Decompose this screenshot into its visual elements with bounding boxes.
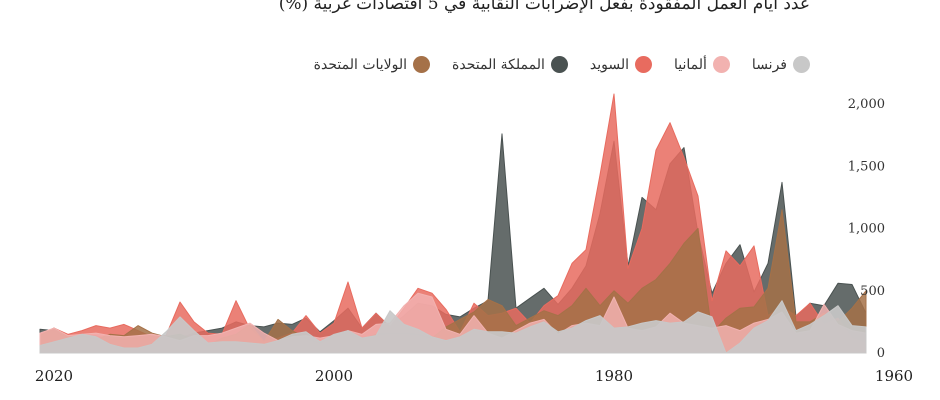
y-tick-label: 1,500	[848, 159, 885, 174]
x-tick-label: 2020	[35, 367, 73, 385]
series-areas	[39, 93, 867, 354]
legend-label-germany: ألمانيا	[674, 56, 707, 73]
legend-item-france[interactable]: فرنسا	[752, 56, 810, 73]
y-tick-label: 500	[860, 284, 885, 299]
legend-item-germany[interactable]: ألمانيا	[674, 56, 730, 73]
legend-label-france: فرنسا	[751, 56, 787, 73]
legend-swatch-sweden	[635, 56, 653, 73]
y-tick-label: 1,000	[848, 222, 885, 237]
x-tick-label: 1980	[595, 367, 633, 385]
legend-label-sweden: السويد	[589, 56, 630, 73]
legend-swatch-uk	[550, 56, 568, 73]
legend: فرنسا ألمانيا السويد المملكة المتحدة الو…	[314, 56, 810, 73]
legend-item-sweden[interactable]: السويد	[589, 56, 653, 73]
legend-item-uk[interactable]: المملكة المتحدة	[452, 56, 568, 73]
y-axis-ticks: 0 500 1,000 1,500 2,000	[848, 97, 885, 361]
legend-label-uk: المملكة المتحدة	[452, 56, 545, 73]
legend-label-usa: الولايات المتحدة	[313, 56, 408, 73]
series-area-france[interactable]	[39, 300, 867, 354]
chart-title: عدد أيام العمل المفقودة بفعل الإضرابات ا…	[278, 0, 810, 14]
legend-swatch-usa	[413, 56, 431, 73]
x-tick-label: 1960	[875, 367, 913, 385]
y-tick-label: 0	[877, 346, 885, 361]
legend-swatch-france	[793, 56, 810, 73]
legend-item-usa[interactable]: الولايات المتحدة	[313, 56, 431, 73]
x-axis-ticks: 2020 2000 1980 1960	[35, 367, 913, 385]
y-tick-label: 2,000	[848, 97, 885, 112]
x-tick-label: 2000	[315, 367, 353, 385]
legend-swatch-germany	[712, 56, 730, 73]
